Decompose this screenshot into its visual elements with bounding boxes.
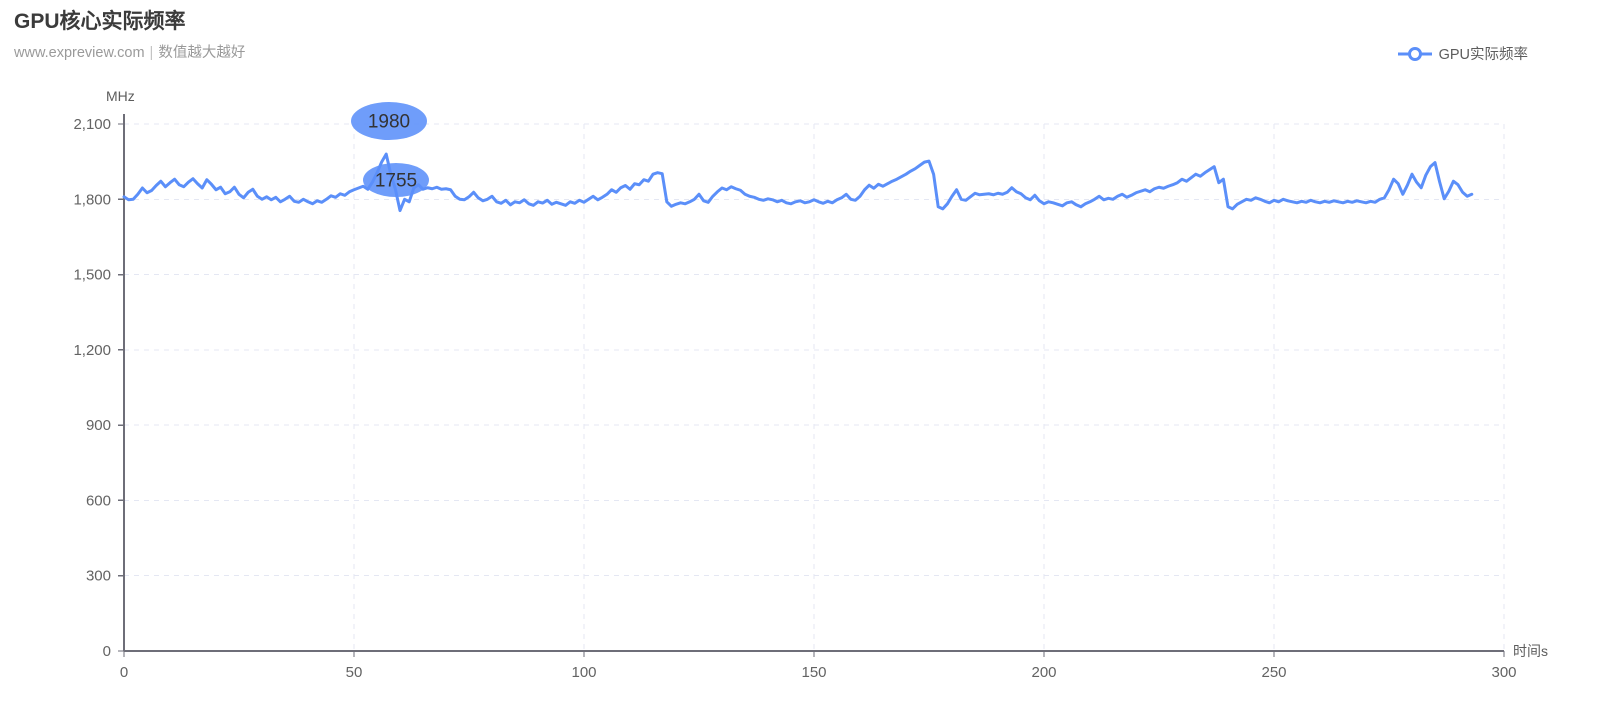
x-tick-label: 100 xyxy=(571,664,596,681)
y-tick-label: 600 xyxy=(86,492,111,509)
y-tick-label: 1,800 xyxy=(73,191,111,208)
y-tick-label: 1,200 xyxy=(73,342,111,359)
x-tick-label: 300 xyxy=(1491,664,1516,681)
y-tick-label: 1,500 xyxy=(73,267,111,284)
x-tick-label: 0 xyxy=(120,664,128,681)
x-tick-label: 50 xyxy=(346,664,363,681)
y-axis-unit-label: MHz xyxy=(106,88,135,104)
y-tick-label: 2,100 xyxy=(73,116,111,133)
x-axis-label: 时间s xyxy=(1513,643,1548,659)
chart-header: GPU核心实际频率 www.expreview.com | 数值越大越好 xyxy=(14,8,245,63)
subtitle-separator: | xyxy=(149,45,154,61)
y-tick-label: 0 xyxy=(103,643,111,660)
annotation-bubble-max: 1980 xyxy=(351,102,427,140)
page-title: GPU核心实际频率 xyxy=(14,10,186,33)
line-circle-marker-icon xyxy=(1397,46,1432,62)
annotation-value-label: 1980 xyxy=(368,112,410,133)
chart-note-label: 数值越大越好 xyxy=(158,45,246,61)
annotation-bubbles: 1980 1755 xyxy=(351,102,429,197)
source-site-label: www.expreview.com xyxy=(14,45,145,61)
annotation-value-label: 1755 xyxy=(375,171,417,192)
legend-item-label: GPU实际频率 xyxy=(1438,47,1528,63)
y-tick-label: 300 xyxy=(86,568,111,585)
chart-subtitle: www.expreview.com | 数值越大越好 xyxy=(14,43,245,63)
x-tick-label: 150 xyxy=(801,664,826,681)
annotation-bubble-min: 1755 xyxy=(363,163,429,197)
x-axis-ticks: 0 50 100 150 200 250 300 xyxy=(120,651,1517,681)
y-axis-ticks: 0 300 600 900 1,200 1,500 1,800 2,100 xyxy=(73,116,124,660)
chart-legend[interactable]: GPU实际频率 xyxy=(1397,43,1528,64)
series-line-gpu-frequency xyxy=(122,152,1474,213)
y-tick-label: 900 xyxy=(86,417,111,434)
x-tick-label: 250 xyxy=(1261,664,1286,681)
x-tick-label: 200 xyxy=(1031,664,1056,681)
